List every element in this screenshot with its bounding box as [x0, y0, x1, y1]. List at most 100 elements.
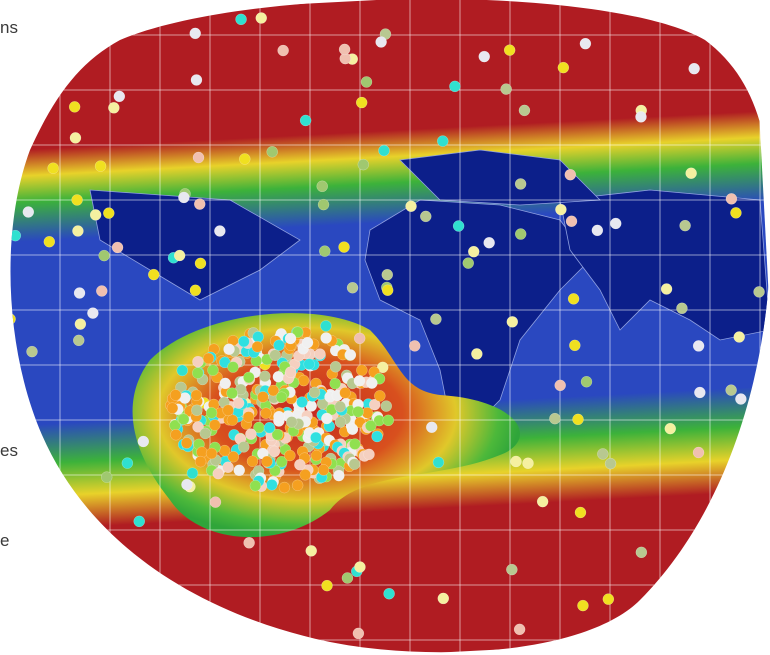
- station-dot: [209, 419, 221, 431]
- station-dot: [308, 386, 321, 399]
- station-dot: [227, 361, 239, 373]
- station-dot: [378, 144, 390, 157]
- station-dot: [267, 384, 280, 397]
- station-dot: [251, 341, 264, 353]
- station-dot: [202, 352, 215, 365]
- station-dot: [374, 390, 386, 402]
- station-dot: [344, 349, 357, 361]
- station-dot: [425, 421, 438, 434]
- station-dot: [320, 320, 332, 332]
- station-dot: [108, 102, 120, 114]
- station-dot: [635, 111, 647, 123]
- station-dot: [194, 257, 207, 270]
- station-dot: [137, 435, 150, 448]
- station-dot: [522, 457, 534, 469]
- station-dot: [243, 371, 255, 384]
- station-dot: [186, 467, 199, 479]
- station-dot: [219, 0, 232, 6]
- station-dot: [740, 601, 752, 613]
- station-dot: [199, 427, 212, 440]
- station-dot: [223, 343, 235, 355]
- station-dot: [334, 416, 347, 428]
- station-dot: [275, 455, 288, 468]
- station-dot: [478, 50, 490, 63]
- station-dot: [284, 366, 297, 378]
- station-dot: [111, 241, 124, 254]
- station-dot: [219, 377, 232, 390]
- station-dot: [506, 563, 518, 576]
- station-dot: [87, 307, 99, 319]
- station-dot: [692, 340, 705, 352]
- station-dot: [432, 456, 445, 469]
- station-dot: [10, 229, 22, 242]
- station-dot: [363, 448, 375, 461]
- station-dot: [66, 8, 78, 20]
- station-dot: [255, 12, 267, 24]
- station-dot: [574, 506, 587, 519]
- station-dot: [381, 268, 394, 281]
- station-dot: [341, 572, 354, 584]
- station-dot: [333, 469, 345, 482]
- station-dot: [514, 178, 527, 190]
- station-dot: [310, 431, 322, 444]
- station-dot: [317, 464, 330, 476]
- station-dot: [68, 101, 81, 113]
- station-dot: [348, 458, 361, 470]
- station-dot: [381, 284, 394, 296]
- station-dot: [503, 44, 516, 56]
- station-dot: [190, 389, 203, 402]
- station-dot: [275, 391, 288, 404]
- station-dot: [269, 349, 281, 361]
- station-dot: [175, 381, 187, 394]
- station-dot: [69, 132, 82, 144]
- station-dot: [726, 0, 738, 7]
- station-dot: [222, 461, 234, 473]
- station-dot: [166, 402, 179, 414]
- station-dot: [382, 414, 395, 427]
- station-dot: [310, 449, 323, 462]
- station-dot: [192, 421, 204, 433]
- station-dot: [760, 549, 770, 562]
- station-dot: [360, 76, 373, 88]
- station-dot: [660, 283, 673, 295]
- station-dot: [103, 207, 115, 219]
- station-dot: [261, 455, 273, 468]
- station-dot: [267, 634, 280, 646]
- station-dot: [226, 387, 238, 399]
- station-dot: [194, 455, 207, 468]
- station-dot: [74, 318, 87, 330]
- station-dot: [554, 379, 566, 392]
- station-dot: [353, 375, 366, 387]
- station-dot: [352, 627, 365, 640]
- station-dot: [357, 158, 370, 171]
- station-dot: [383, 587, 395, 600]
- station-dot: [452, 220, 465, 232]
- station-dot: [189, 27, 201, 40]
- station-dot: [67, 39, 79, 51]
- station-dot: [278, 481, 291, 494]
- station-dot: [688, 62, 700, 75]
- station-dot: [740, 579, 752, 591]
- station-dot: [212, 467, 225, 480]
- station-dot: [692, 446, 705, 459]
- station-dot: [723, 519, 735, 532]
- station-dot: [268, 445, 281, 458]
- station-dot: [314, 348, 326, 360]
- station-dot: [294, 459, 306, 471]
- station-dot: [471, 348, 483, 360]
- station-dot: [676, 302, 688, 315]
- station-dot: [338, 241, 350, 253]
- station-dot: [738, 517, 750, 529]
- station-dot: [94, 160, 107, 172]
- station-dot: [72, 225, 84, 237]
- station-dot: [354, 561, 366, 573]
- station-dot: [291, 479, 304, 492]
- station-dot: [10, 400, 19, 412]
- station-dot: [257, 391, 269, 403]
- station-dot: [597, 448, 609, 460]
- station-dot: [284, 449, 296, 462]
- station-dot: [319, 245, 331, 257]
- station-dot: [368, 398, 381, 411]
